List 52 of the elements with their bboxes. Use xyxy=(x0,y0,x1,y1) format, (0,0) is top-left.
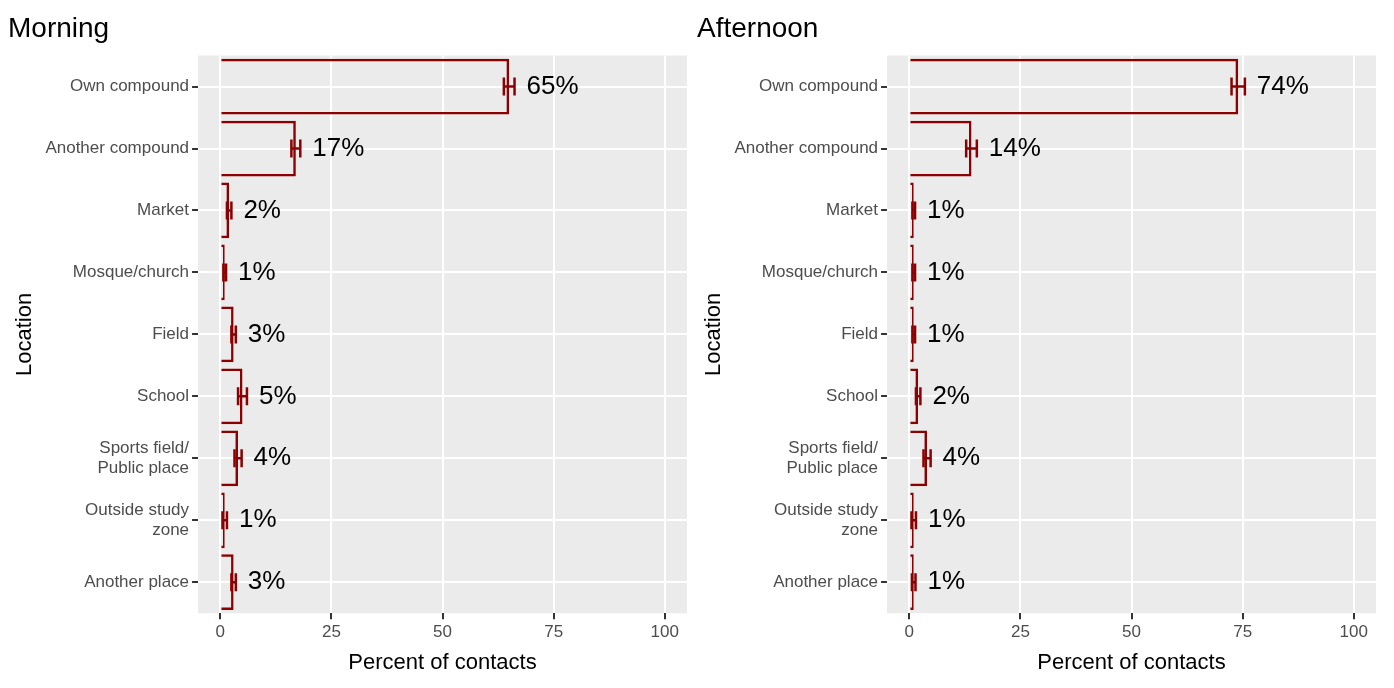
x-tick-label: 50 xyxy=(1122,622,1141,642)
y-tick-label: Sports field/ Public place xyxy=(97,437,190,478)
data-label: 4% xyxy=(253,441,292,472)
y-tick-label: Market xyxy=(137,200,190,220)
data-label: 5% xyxy=(258,379,297,410)
y-tick-label: Another place xyxy=(84,571,190,591)
y-tick-label: Field xyxy=(152,324,190,344)
x-tick-label: 100 xyxy=(1339,622,1368,642)
y-axis-title: Location xyxy=(11,292,37,376)
x-tick-label: 75 xyxy=(1233,622,1253,642)
y-tick-label: Sports field/ Public place xyxy=(786,437,879,478)
chart-title: Afternoon xyxy=(697,11,819,43)
x-axis-title: Percent of contacts xyxy=(348,648,537,674)
x-tick-label: 0 xyxy=(904,622,915,642)
data-label: 1% xyxy=(238,503,277,534)
x-tick-label: 50 xyxy=(433,622,452,642)
x-tick-label: 25 xyxy=(321,622,341,642)
data-label: 14% xyxy=(988,131,1041,162)
x-tick-label: 25 xyxy=(1010,622,1030,642)
y-tick-label: Field xyxy=(841,324,879,344)
data-label: 1% xyxy=(927,565,966,596)
data-label: 65% xyxy=(526,69,579,100)
data-label: 2% xyxy=(932,379,970,410)
y-tick-label: Mosque/church xyxy=(72,262,190,282)
y-axis-title: Location xyxy=(700,292,726,376)
data-label: 17% xyxy=(312,131,365,162)
y-tick-label: Another place xyxy=(773,571,879,591)
data-label: 3% xyxy=(247,565,286,596)
x-axis-title: Percent of contacts xyxy=(1037,648,1226,674)
x-tick-label: 75 xyxy=(544,622,564,642)
data-label: 2% xyxy=(243,193,281,224)
y-tick-label: School xyxy=(137,386,190,406)
y-tick-label: Market xyxy=(826,200,879,220)
y-tick-label: Own compound xyxy=(69,76,190,96)
y-tick-label: Outside study zone xyxy=(774,499,879,540)
y-tick-label: Another compound xyxy=(45,138,190,158)
data-label: 4% xyxy=(942,441,981,472)
data-label: 3% xyxy=(247,317,286,348)
data-label: 1% xyxy=(927,503,966,534)
y-tick-label: Outside study zone xyxy=(85,499,190,540)
chart-title: Morning xyxy=(8,11,110,43)
data-label: 1% xyxy=(927,255,965,286)
x-tick-label: 0 xyxy=(215,622,226,642)
data-label: 74% xyxy=(1256,69,1309,100)
y-tick-label: Own compound xyxy=(758,76,879,96)
y-tick-label: Mosque/church xyxy=(761,262,879,282)
y-tick-label: School xyxy=(826,386,879,406)
data-label: 1% xyxy=(927,193,965,224)
data-label: 1% xyxy=(238,255,276,286)
data-label: 1% xyxy=(927,317,965,348)
y-tick-label: Another compound xyxy=(734,138,879,158)
x-tick-label: 100 xyxy=(650,622,679,642)
